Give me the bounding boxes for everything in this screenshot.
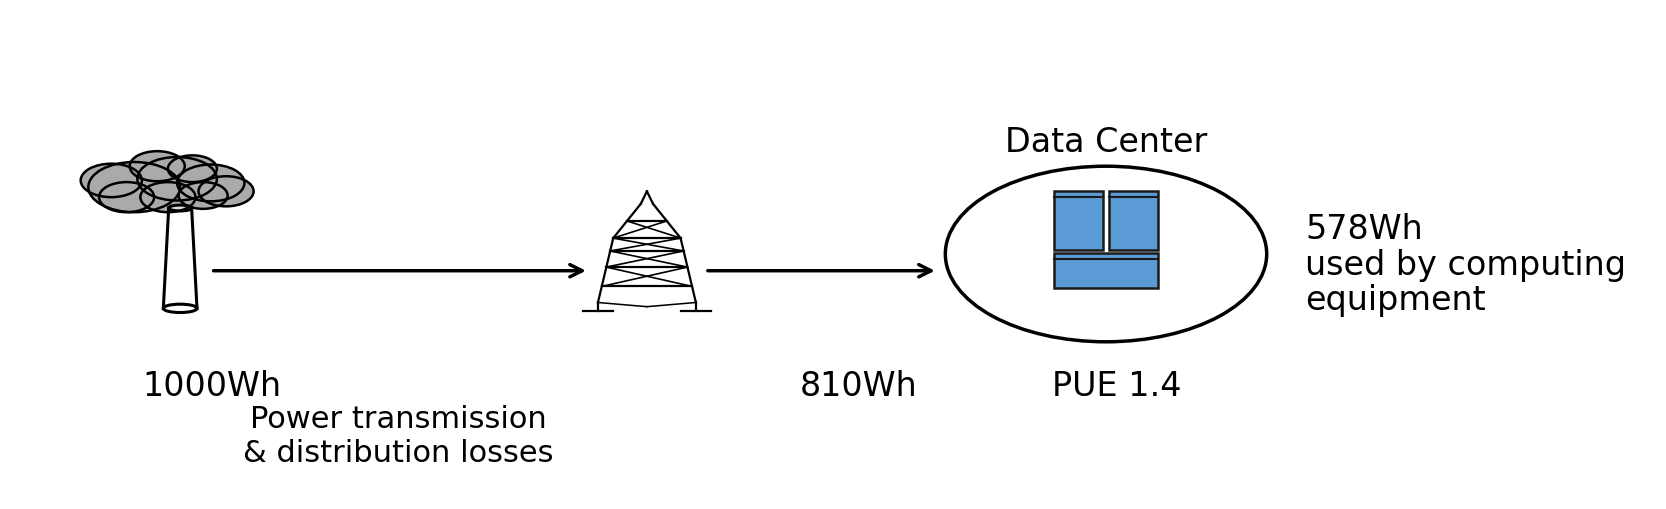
Circle shape — [140, 183, 195, 213]
Bar — [1110, 192, 1158, 250]
Circle shape — [198, 177, 253, 207]
Ellipse shape — [163, 304, 197, 313]
Text: PUE 1.4: PUE 1.4 — [1053, 370, 1181, 403]
Circle shape — [130, 152, 185, 182]
Text: Data Center: Data Center — [1005, 126, 1208, 158]
Circle shape — [137, 158, 217, 201]
Text: 810Wh: 810Wh — [800, 370, 918, 403]
Text: 578Wh: 578Wh — [1304, 213, 1423, 246]
Text: Power transmission
& distribution losses: Power transmission & distribution losses — [243, 405, 553, 467]
Bar — [1055, 192, 1103, 250]
Ellipse shape — [168, 206, 192, 212]
Text: 1000Wh: 1000Wh — [142, 370, 282, 403]
Text: used by computing: used by computing — [1304, 248, 1626, 281]
Circle shape — [88, 163, 180, 213]
Circle shape — [945, 167, 1266, 342]
Circle shape — [177, 165, 245, 202]
Bar — [1055, 253, 1158, 289]
Text: equipment: equipment — [1304, 283, 1486, 316]
Circle shape — [80, 164, 142, 198]
Circle shape — [178, 183, 228, 209]
Circle shape — [98, 183, 155, 213]
Circle shape — [168, 156, 217, 183]
Polygon shape — [163, 209, 197, 309]
